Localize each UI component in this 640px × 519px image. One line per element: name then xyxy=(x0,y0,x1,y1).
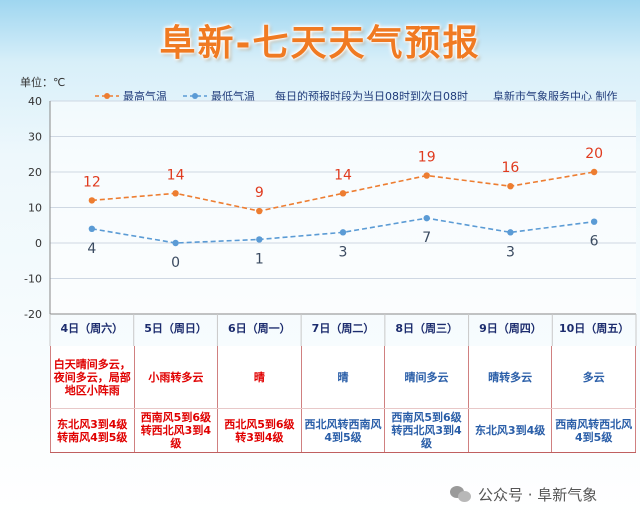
high-temp-point xyxy=(339,190,347,197)
wechat-icon xyxy=(450,485,472,504)
y-tick-label: 20 xyxy=(28,166,42,179)
low-temp-label: 3 xyxy=(339,244,348,260)
watermark-text: 公众号 · 阜新气象 xyxy=(478,486,598,504)
high-temp-label: 19 xyxy=(418,150,436,166)
y-tick-label: 40 xyxy=(28,95,42,108)
low-temp-label: 0 xyxy=(171,255,180,271)
page-title: 阜新-七天天气预报 xyxy=(159,23,481,64)
y-tick-label: 10 xyxy=(28,202,42,215)
legend-marker xyxy=(192,93,198,99)
high-temp-point xyxy=(172,190,179,197)
temperature-chart: 单位：℃ 最高气温 最低气温 每日的预报时段为当日08时到次日08时 阜新市气象服务中心… xyxy=(20,75,637,346)
chart-source: 阜新市气象服务中心 制作 xyxy=(493,89,618,103)
low-temp-point xyxy=(256,236,263,243)
high-temp-point xyxy=(423,172,430,179)
low-temp-point xyxy=(423,214,430,222)
x-category-label: 9日（周四） xyxy=(479,322,542,335)
y-tick-label: -20 xyxy=(24,308,42,321)
legend-label: 最低气温 xyxy=(211,89,255,103)
low-temp-point xyxy=(507,229,514,236)
y-tick-label: 30 xyxy=(28,131,42,144)
wind-cell: 东北风3到4级转南风4到5级 xyxy=(50,408,135,453)
low-temp-label: 1 xyxy=(255,251,264,267)
low-temp-point xyxy=(339,229,347,236)
x-category-label: 5日（周日） xyxy=(144,322,207,335)
low-temp-point xyxy=(172,239,179,247)
x-category-label: 8日（周三） xyxy=(395,322,458,335)
wind-cell: 东北风3到4级 xyxy=(467,408,553,453)
wind-cell: 西南风5到6级转西北风3到4级 xyxy=(384,408,469,453)
x-category-label: 7日（周二） xyxy=(312,322,375,335)
high-temp-point xyxy=(256,207,263,215)
legend-label: 最高气温 xyxy=(123,89,167,103)
y-tick-label: 0 xyxy=(35,237,42,250)
low-temp-label: 7 xyxy=(422,230,431,246)
wind-cell: 西南风5到6级转西北风3到4级 xyxy=(133,408,219,453)
wind-row: 东北风3到4级转南风4到5级 西南风5到6级转西北风3到4级 西北风5到6级转3到4… xyxy=(50,408,636,453)
low-temp-label: 3 xyxy=(506,244,515,260)
high-temp-point xyxy=(88,197,96,204)
low-temp-point xyxy=(88,225,96,232)
x-category-label: 6日（周一） xyxy=(228,322,291,335)
high-temp-label: 14 xyxy=(167,167,185,183)
x-category-label: 4日（周六） xyxy=(61,321,124,335)
watermark: 公众号 · 阜新气象 xyxy=(450,484,597,505)
forecast-table: 白天晴间多云，夜间多云，局部地区小阵雨 小雨转多云晴晴晴间多云 晴转多云 多云 东北风… xyxy=(50,346,636,453)
wind-cell: 西北风5到6级转3到4级 xyxy=(217,408,302,453)
weather-cell: 晴 xyxy=(217,346,302,409)
high-temp-point xyxy=(590,168,598,176)
high-temp-label: 9 xyxy=(255,185,264,201)
high-temp-label: 16 xyxy=(502,160,520,176)
weather-cell: 小雨转多云 xyxy=(133,346,219,409)
wind-cell: 西南风转西北风4到5级 xyxy=(551,408,636,453)
weather-cell: 晴 xyxy=(300,346,386,409)
low-temp-point xyxy=(590,218,598,225)
weather-cell: 多云 xyxy=(551,346,636,409)
y-tick-label: -10 xyxy=(24,273,42,286)
x-category-label: 10日（周五） xyxy=(559,322,629,335)
high-temp-label: 14 xyxy=(334,167,352,183)
chart-note: 每日的预报时段为当日08时到次日08时 xyxy=(275,89,468,103)
low-temp-label: 4 xyxy=(87,241,96,257)
low-temp-label: 6 xyxy=(590,234,599,250)
unit-label: 单位：℃ xyxy=(20,75,65,89)
high-temp-point xyxy=(507,183,514,190)
wind-cell: 西北风转西南风4到5级 xyxy=(300,408,386,453)
weather-row: 白天晴间多云，夜间多云，局部地区小阵雨 小雨转多云晴晴晴间多云 晴转多云 多云 xyxy=(50,346,636,409)
legend-marker xyxy=(104,93,110,99)
weather-cell: 晴转多云 xyxy=(467,346,553,409)
weather-cell: 白天晴间多云，夜间多云，局部地区小阵雨 xyxy=(50,346,135,409)
high-temp-label: 12 xyxy=(83,174,101,190)
high-temp-label: 20 xyxy=(585,146,603,162)
weather-cell: 晴间多云 xyxy=(384,346,469,409)
